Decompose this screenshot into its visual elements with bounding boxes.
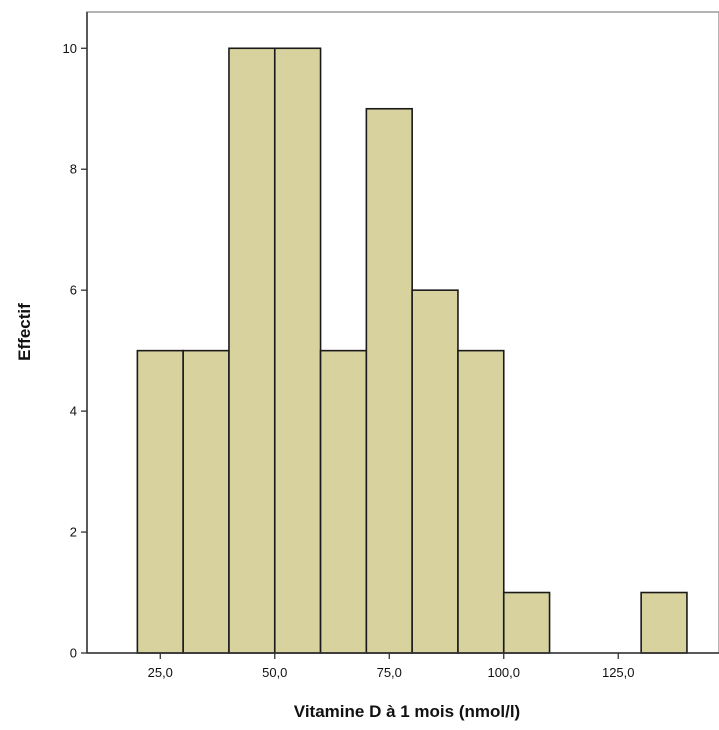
y-tick-label-5: 10 — [63, 41, 77, 56]
x-tick-label-4: 125,0 — [602, 665, 635, 680]
x-tick-label-2: 75,0 — [377, 665, 402, 680]
histogram-bar-0 — [136, 349, 184, 654]
histogram-bar-2 — [228, 47, 276, 654]
histogram-bar-4 — [319, 349, 368, 654]
y-tick-label-0: 0 — [70, 646, 77, 661]
y-tick-label-3: 6 — [70, 283, 77, 298]
histogram-bar-1 — [182, 349, 230, 654]
histogram-bar-7 — [457, 349, 505, 654]
ticks-layer: 0 2 4 6 8 10 25,0 50,0 75,0 100,0 125,0 — [63, 41, 635, 680]
x-tick-label-0: 25,0 — [148, 665, 173, 680]
y-axis-title: Effectif — [15, 303, 34, 361]
histogram-bar-3 — [273, 47, 322, 654]
histogram-bar-8 — [502, 591, 551, 654]
axes-layer — [86, 12, 719, 654]
y-tick-label-2: 4 — [70, 404, 77, 419]
y-tick-label-4: 8 — [70, 162, 77, 177]
y-tick-label-1: 2 — [70, 525, 77, 540]
x-tick-label-1: 50,0 — [262, 665, 287, 680]
x-axis-title: Vitamine D à 1 mois (nmol/l) — [294, 702, 520, 721]
x-tick-label-3: 100,0 — [487, 665, 520, 680]
histogram-bar-9 — [640, 591, 688, 654]
histogram-bar-6 — [411, 289, 459, 654]
histogram-bar-5 — [365, 107, 413, 654]
